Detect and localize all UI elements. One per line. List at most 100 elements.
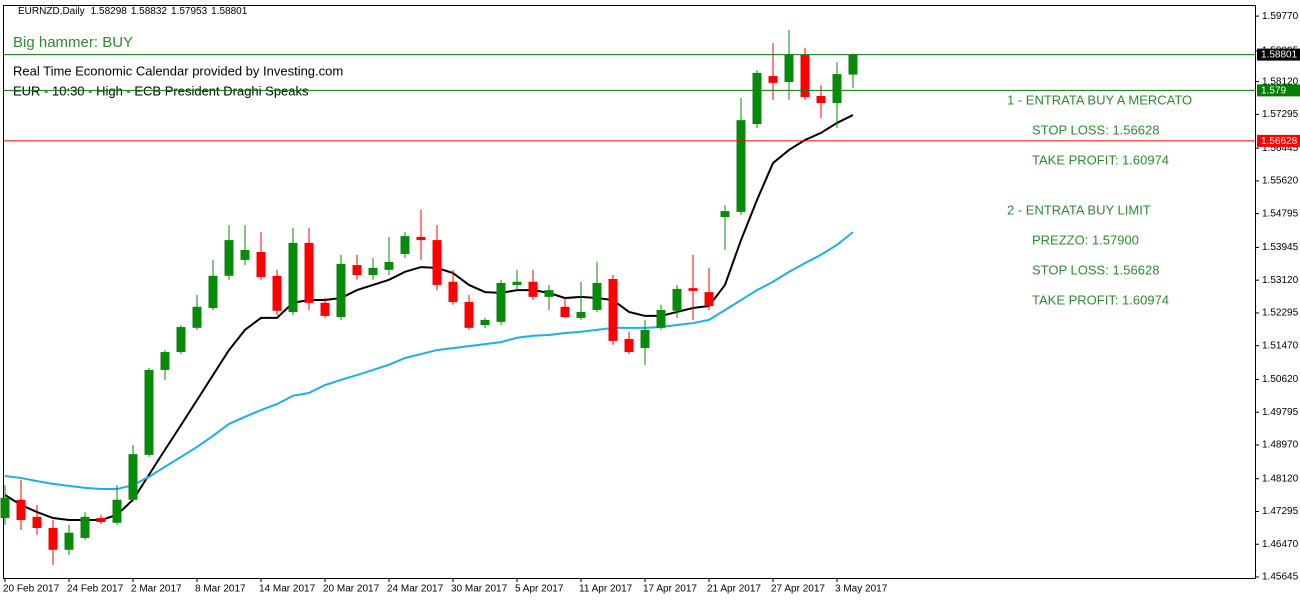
note-line: TAKE PROFIT: 1.60974 — [1032, 152, 1169, 167]
moving-average — [4, 231, 854, 491]
candle-body — [448, 281, 458, 303]
event-text: EUR - 10:30 - High - ECB President Dragh… — [13, 83, 309, 98]
candle-body — [768, 76, 778, 83]
x-tick-label: 2 Mar 2017 — [131, 584, 182, 595]
price-label: 1.579 — [1261, 86, 1286, 97]
plot-frame — [3, 5, 1256, 579]
price-label: 1.56628 — [1261, 136, 1298, 147]
candle-body — [784, 55, 794, 83]
candle-body — [464, 302, 474, 328]
candle-body — [128, 454, 138, 500]
low-value: 1.57953 — [171, 6, 208, 17]
note-heading: 1 - ENTRATA BUY A MERCATO — [1007, 92, 1192, 107]
candle-body — [336, 263, 346, 318]
y-tick-label: 1.57295 — [1262, 109, 1299, 120]
x-tick-label: 27 Apr 2017 — [771, 584, 825, 595]
x-tick-label: 14 Mar 2017 — [259, 584, 316, 595]
candle-body — [704, 292, 714, 306]
candle-body — [16, 499, 26, 521]
candle-body — [576, 311, 586, 318]
candle-body — [272, 275, 282, 311]
y-tick-label: 1.48970 — [1262, 440, 1299, 451]
candle-body — [160, 352, 170, 370]
header: EURNZD,Daily 1.58298 1.58832 1.57953 1.58801 — [18, 6, 248, 17]
candle-body — [48, 527, 58, 550]
candle-body — [304, 242, 314, 303]
price-label-box — [1257, 84, 1300, 97]
note-line: TAKE PROFIT: 1.60974 — [1032, 292, 1169, 307]
x-tick-label: 30 Mar 2017 — [451, 584, 508, 595]
x-tick-label: 24 Mar 2017 — [387, 584, 444, 595]
candle-body — [656, 309, 666, 328]
x-tick-label: 21 Apr 2017 — [707, 584, 761, 595]
y-tick-label: 1.55620 — [1262, 176, 1299, 187]
candle-body — [672, 288, 682, 311]
y-tick-label: 1.45645 — [1262, 572, 1299, 583]
candle-body — [240, 250, 250, 260]
x-tick-label: 3 May 2017 — [835, 584, 888, 595]
candle-body — [80, 516, 90, 538]
candle-body — [144, 369, 154, 455]
candle-body — [736, 120, 746, 212]
candle-body — [640, 329, 650, 349]
y-tick-label: 1.46470 — [1262, 539, 1299, 550]
y-tick-label: 1.48120 — [1262, 473, 1299, 484]
candle-body — [112, 499, 122, 523]
candle-body — [320, 302, 330, 316]
y-tick-label: 1.59770 — [1262, 11, 1299, 22]
high-value: 1.58832 — [131, 6, 168, 17]
y-tick-label: 1.53120 — [1262, 275, 1299, 286]
x-tick-label: 17 Apr 2017 — [643, 584, 697, 595]
price-label: 1.58801 — [1261, 50, 1298, 61]
y-tick-label: 1.58120 — [1262, 76, 1299, 87]
candle-body — [96, 518, 106, 523]
candle-body — [800, 55, 810, 98]
candle-body — [848, 54, 858, 75]
candle-body — [528, 281, 538, 297]
candle-body — [608, 278, 618, 341]
price-label-box — [1257, 48, 1300, 61]
candle-body — [752, 72, 762, 125]
candle-body — [624, 338, 634, 353]
candle-body — [512, 281, 522, 285]
candle-body — [592, 282, 602, 310]
candle-body — [256, 251, 266, 278]
candle-body — [64, 532, 74, 550]
candle-body — [224, 240, 234, 276]
symbol: EURNZD,Daily — [18, 6, 85, 17]
note-heading: 2 - ENTRATA BUY LIMIT — [1007, 202, 1151, 217]
y-tick-label: 1.54795 — [1262, 208, 1299, 219]
candle-body — [496, 282, 506, 322]
candle-body — [480, 319, 490, 326]
candle-body — [688, 288, 698, 291]
signal-text: Big hammer: BUY — [13, 34, 133, 51]
calendar-text: Real Time Economic Calendar provided by … — [13, 63, 343, 78]
candle-body — [720, 211, 730, 218]
candle-body — [544, 290, 554, 297]
candle-body — [176, 327, 186, 353]
y-tick-label: 1.51470 — [1262, 340, 1299, 351]
note-line: STOP LOSS: 1.56628 — [1032, 122, 1159, 137]
y-tick-label: 1.56445 — [1262, 143, 1299, 154]
candle-body — [288, 242, 298, 312]
candle-body — [400, 236, 410, 254]
y-tick-label: 1.50620 — [1262, 374, 1299, 385]
open-value: 1.58298 — [91, 6, 128, 17]
note-line: PREZZO: 1.57900 — [1032, 232, 1139, 247]
y-tick-label: 1.49795 — [1262, 407, 1299, 418]
y-tick-label: 1.53945 — [1262, 242, 1299, 253]
x-tick-label: 11 Apr 2017 — [579, 584, 633, 595]
x-tick-label: 5 Apr 2017 — [515, 584, 564, 595]
candle-body — [0, 497, 10, 519]
candle-body — [432, 240, 442, 285]
x-tick-label: 24 Feb 2017 — [67, 584, 124, 595]
candle-body — [32, 516, 42, 528]
x-tick-label: 8 Mar 2017 — [195, 584, 246, 595]
price-label-box — [1257, 134, 1300, 147]
y-tick-label: 1.52295 — [1262, 308, 1299, 319]
x-tick-label: 20 Feb 2017 — [3, 584, 60, 595]
candle-body — [384, 261, 394, 270]
candle-body — [416, 236, 426, 241]
